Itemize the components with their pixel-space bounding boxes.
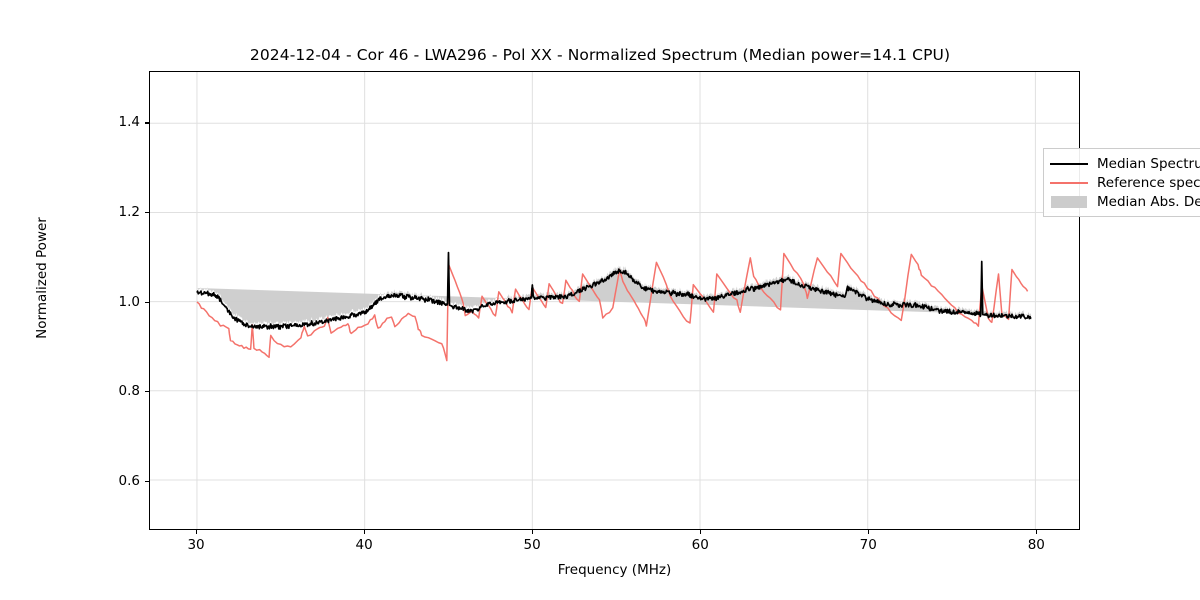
legend-key-patch-icon — [1050, 195, 1088, 209]
legend-item-median-spectrum: Median Spectrum — [1050, 154, 1200, 173]
plot-canvas — [150, 72, 1079, 529]
x-tickmark — [364, 530, 366, 534]
legend-label: Median Abs. Dev. — [1097, 193, 1200, 210]
x-tickmark — [868, 530, 870, 534]
x-tick-label: 50 — [523, 537, 541, 553]
y-tickmark — [145, 391, 149, 393]
x-tick-label: 80 — [1027, 537, 1045, 553]
legend-key-line-icon — [1050, 176, 1088, 190]
y-tickmark — [145, 122, 149, 124]
x-axis-tick-labels: 30 40 50 60 70 80 — [149, 537, 1080, 557]
x-tickmark — [196, 530, 198, 534]
legend-key-line-icon — [1050, 157, 1088, 171]
legend-item-median-abs-dev: Median Abs. Dev. — [1050, 192, 1200, 211]
x-tick-label: 70 — [859, 537, 877, 553]
x-tickmark — [532, 530, 534, 534]
median-abs-dev-band — [196, 248, 1032, 327]
plot-area: Median Spectrum Reference spec Median Ab… — [149, 71, 1200, 530]
x-tick-label: 30 — [187, 537, 205, 553]
median-spectrum-line — [196, 251, 1032, 330]
x-tickmark — [700, 530, 702, 534]
y-tickmark — [145, 480, 149, 482]
y-tickmark — [145, 301, 149, 303]
y-tick-label: 1.4 — [118, 114, 140, 131]
y-axis-tick-labels: 0.6 0.8 1.0 1.2 1.4 — [90, 71, 140, 530]
y-tickmark — [145, 212, 149, 214]
y-axis-title: Normalized Power — [34, 217, 50, 339]
chart-title: 2024-12-04 - Cor 46 - LWA296 - Pol XX - … — [249, 46, 951, 64]
y-tick-label: 1.2 — [118, 204, 140, 221]
x-tickmark — [1036, 530, 1038, 534]
legend-label: Reference spec — [1097, 174, 1200, 191]
x-axis-title: Frequency (MHz) — [557, 562, 672, 578]
legend-label: Median Spectrum — [1097, 155, 1200, 172]
x-tick-label: 60 — [691, 537, 709, 553]
y-tick-label: 0.6 — [118, 472, 140, 489]
y-tick-label: 0.8 — [118, 383, 140, 400]
y-tick-label: 1.0 — [118, 293, 140, 310]
legend: Median Spectrum Reference spec Median Ab… — [1043, 148, 1200, 217]
legend-item-reference-spec: Reference spec — [1050, 173, 1200, 192]
x-tick-label: 40 — [355, 537, 373, 553]
